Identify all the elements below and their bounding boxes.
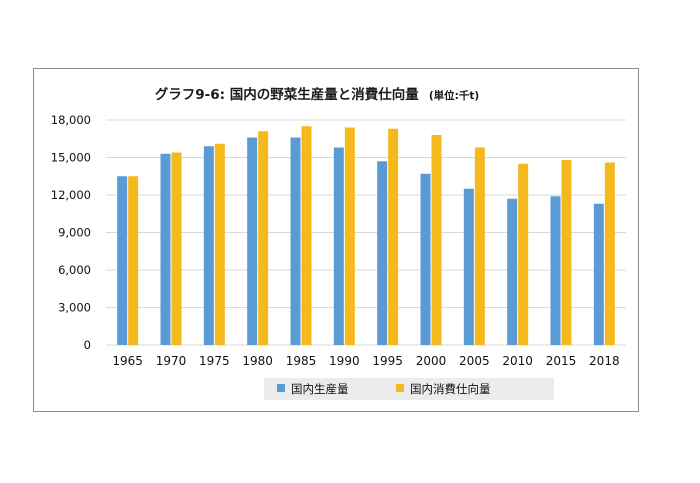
bar-production (160, 153, 171, 345)
y-tick-label: 0 (84, 338, 91, 352)
x-tick-label: 1995 (372, 354, 403, 368)
x-tick-label: 2015 (546, 354, 577, 368)
x-tick-label: 1985 (286, 354, 317, 368)
x-tick-label: 1970 (156, 354, 187, 368)
bar-production (550, 196, 561, 345)
legend-background (264, 378, 554, 400)
bar-chart: グラフ9-6: 国内の野菜生産量と消費仕向量 (単位:千t) 0 3,000 6,0… (51, 84, 626, 400)
x-tick-label: 2000 (416, 354, 447, 368)
x-tick-label: 1980 (242, 354, 273, 368)
bar-production (593, 203, 604, 345)
bar-production (203, 146, 214, 345)
y-tick-label: 18,000 (51, 113, 91, 127)
legend-label: 国内消費仕向量 (410, 382, 491, 396)
bar-consumption (604, 162, 615, 345)
y-tick-label: 12,000 (51, 188, 91, 202)
bar-consumption (344, 127, 355, 345)
bar-consumption (561, 160, 572, 345)
bar-production (333, 147, 344, 345)
bar-consumption (301, 126, 312, 345)
bar-consumption (518, 163, 529, 345)
gridlines (106, 119, 626, 346)
x-axis-ticks: 1965 1970 1975 1980 1985 1990 1995 2000 2005 2010… (112, 354, 619, 368)
bar-consumption (474, 147, 485, 345)
chart-title-line: グラフ9-6: 国内の野菜生産量と消費仕向量 (単位:千t) (155, 84, 479, 103)
bar-consumption (171, 152, 182, 345)
bar-production (290, 137, 301, 345)
y-axis-ticks: 0 3,000 6,000 9,000 12,000 15,000 18,000 (51, 113, 91, 352)
chart-title: グラフ9-6: 国内の野菜生産量と消費仕向量 (155, 86, 419, 103)
bar-consumption (214, 143, 225, 345)
y-tick-label: 3,000 (58, 301, 91, 315)
legend-label: 国内生産量 (291, 382, 349, 396)
y-tick-label: 6,000 (58, 263, 91, 277)
y-tick-label: 15,000 (51, 151, 91, 165)
bar-production (463, 188, 474, 345)
x-tick-label: 1990 (329, 354, 360, 368)
bar-consumption (431, 135, 442, 345)
x-tick-label: 1965 (112, 354, 143, 368)
bars (117, 126, 615, 345)
bar-consumption (388, 128, 399, 345)
bar-production (507, 198, 518, 345)
bar-production (377, 161, 388, 345)
x-tick-label: 2010 (502, 354, 533, 368)
bar-production (117, 176, 128, 345)
chart-unit-note: (単位:千t) (429, 89, 479, 102)
x-tick-label: 2005 (459, 354, 490, 368)
bar-consumption (128, 176, 139, 345)
x-tick-label: 1975 (199, 354, 230, 368)
legend: 国内生産量 国内消費仕向量 (264, 378, 554, 400)
chart-frame: グラフ9-6: 国内の野菜生産量と消費仕向量 (単位:千t) 0 3,000 6,0… (33, 68, 639, 412)
x-tick-label: 2018 (589, 354, 620, 368)
y-tick-label: 9,000 (58, 226, 91, 240)
bar-production (420, 173, 431, 345)
legend-swatch (277, 384, 285, 392)
legend-swatch (396, 384, 404, 392)
bar-production (247, 137, 258, 345)
bar-consumption (258, 131, 269, 345)
